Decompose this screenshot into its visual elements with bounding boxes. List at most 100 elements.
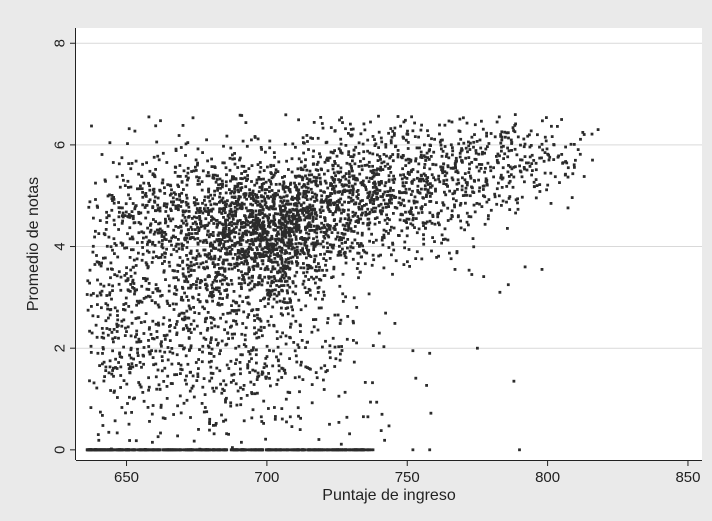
data-point bbox=[108, 193, 111, 197]
data-point bbox=[306, 252, 310, 255]
data-point bbox=[266, 216, 270, 219]
data-point bbox=[239, 250, 243, 253]
data-point bbox=[118, 352, 121, 356]
data-point bbox=[419, 173, 423, 177]
data-point bbox=[532, 159, 536, 162]
data-point bbox=[200, 448, 204, 452]
data-point bbox=[160, 340, 163, 344]
data-point bbox=[472, 203, 476, 207]
data-point bbox=[434, 189, 437, 193]
data-point bbox=[212, 318, 216, 321]
data-point bbox=[283, 231, 287, 235]
data-point bbox=[305, 206, 308, 210]
data-point bbox=[566, 206, 570, 210]
data-point bbox=[351, 159, 354, 163]
data-point bbox=[292, 233, 296, 237]
data-point bbox=[322, 294, 326, 297]
data-point bbox=[352, 177, 355, 181]
data-point bbox=[298, 252, 302, 256]
data-point bbox=[405, 234, 409, 238]
data-point bbox=[92, 216, 95, 220]
data-point bbox=[317, 225, 321, 229]
data-point bbox=[299, 166, 303, 170]
data-point bbox=[394, 195, 398, 199]
data-point bbox=[178, 256, 182, 259]
data-point bbox=[215, 366, 219, 370]
data-point bbox=[208, 422, 211, 425]
data-point bbox=[281, 231, 285, 235]
data-point bbox=[102, 347, 105, 351]
data-point bbox=[139, 385, 143, 389]
data-point bbox=[347, 208, 350, 212]
data-point bbox=[386, 217, 389, 220]
data-point bbox=[333, 149, 336, 152]
data-point bbox=[252, 285, 256, 289]
data-point bbox=[350, 448, 353, 452]
data-point bbox=[459, 226, 463, 230]
data-point bbox=[213, 257, 217, 260]
data-point bbox=[372, 199, 376, 203]
data-point bbox=[198, 211, 201, 214]
data-point bbox=[191, 374, 195, 378]
data-point bbox=[340, 116, 343, 120]
data-point bbox=[222, 243, 226, 246]
data-point bbox=[201, 385, 205, 389]
data-point bbox=[467, 268, 471, 272]
data-point bbox=[424, 159, 428, 162]
data-point bbox=[220, 179, 224, 183]
data-point bbox=[291, 255, 295, 259]
data-point bbox=[246, 272, 249, 276]
data-point bbox=[279, 225, 283, 229]
data-point bbox=[297, 192, 300, 196]
data-point bbox=[428, 211, 432, 215]
data-point bbox=[391, 243, 395, 246]
data-point bbox=[134, 204, 138, 207]
data-point bbox=[437, 177, 440, 181]
data-point bbox=[375, 192, 379, 196]
data-point bbox=[185, 295, 189, 298]
data-point bbox=[168, 325, 171, 328]
data-point bbox=[229, 250, 232, 253]
data-point bbox=[467, 171, 471, 174]
data-point bbox=[560, 118, 563, 121]
data-point bbox=[237, 262, 241, 266]
data-point bbox=[330, 243, 334, 247]
data-point bbox=[417, 135, 420, 139]
data-point bbox=[120, 156, 124, 160]
data-point bbox=[299, 324, 302, 328]
data-point bbox=[363, 164, 367, 167]
data-point bbox=[269, 258, 273, 262]
data-point bbox=[157, 321, 160, 325]
data-point bbox=[444, 193, 448, 197]
data-point bbox=[340, 238, 343, 242]
data-point bbox=[113, 306, 117, 310]
data-point bbox=[360, 183, 364, 187]
data-point bbox=[388, 218, 391, 222]
data-point bbox=[258, 448, 261, 452]
data-point bbox=[162, 204, 166, 208]
data-point bbox=[425, 177, 429, 181]
data-point bbox=[428, 200, 432, 203]
data-point bbox=[484, 147, 488, 151]
data-point bbox=[361, 199, 364, 202]
data-point bbox=[268, 185, 271, 189]
data-point bbox=[464, 201, 467, 205]
data-point bbox=[246, 295, 250, 299]
data-point bbox=[528, 133, 531, 137]
data-point bbox=[428, 195, 432, 198]
data-point bbox=[279, 199, 283, 203]
data-point bbox=[343, 200, 346, 204]
data-point bbox=[205, 260, 208, 264]
data-point bbox=[127, 448, 131, 452]
data-point bbox=[227, 337, 230, 340]
data-point bbox=[267, 224, 270, 228]
data-point bbox=[117, 206, 121, 210]
data-point bbox=[372, 241, 375, 244]
data-point bbox=[143, 320, 147, 324]
data-point bbox=[368, 221, 372, 225]
data-point bbox=[287, 228, 291, 232]
data-point bbox=[222, 245, 225, 248]
data-point bbox=[127, 215, 130, 219]
data-point bbox=[210, 321, 213, 325]
data-point bbox=[247, 448, 251, 452]
